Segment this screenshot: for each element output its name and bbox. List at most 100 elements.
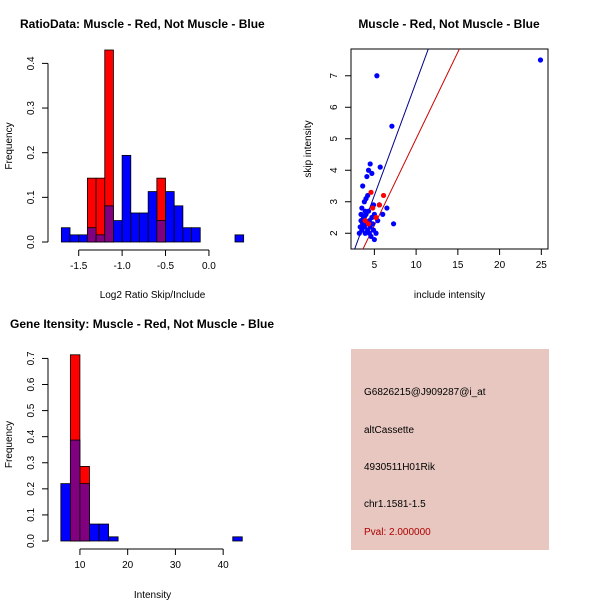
- ratio-hist-bar-not-muscle: [139, 212, 149, 243]
- intensity-scatter-title: Muscle - Red, Not Muscle - Blue: [358, 17, 540, 31]
- intensity-hist-bar-not-muscle: [79, 483, 90, 542]
- intensity-hist-ytick-label: 0.3: [26, 455, 37, 469]
- intensity-scatter-ylabel: skip intensity: [303, 120, 314, 177]
- intensity-scatter-point-muscle: [370, 205, 376, 211]
- ratio-hist-xtick-label: 0.0: [202, 261, 216, 272]
- intensity-scatter-ytick-label: 5: [329, 136, 340, 142]
- pval-label: Pval: 2.000000: [364, 527, 431, 538]
- intensity-hist-bar-not-muscle: [98, 523, 109, 542]
- intensity-scatter-point-not-muscle: [367, 161, 373, 167]
- intensity-scatter-xtick-label: 25: [536, 260, 548, 271]
- intensity-hist-ytick-label: 0.0: [26, 534, 37, 548]
- intensity-scatter-point-not-muscle: [359, 205, 365, 211]
- intensity-scatter-point-not-muscle: [384, 205, 390, 211]
- intensity-scatter-point-not-muscle: [537, 57, 544, 63]
- intensity-hist-xtick-label: 40: [218, 560, 230, 571]
- intensity-scatter-plot-box: [350, 48, 549, 250]
- intensity-hist-ytick-label: 0.4: [26, 429, 37, 443]
- event-type-label: altCassette: [364, 425, 415, 436]
- ratio-hist-ytick-label: 0.4: [26, 56, 37, 70]
- ratio-hist-bar-not-muscle: [173, 205, 184, 243]
- intensity-scatter-xtick-label: 5: [372, 260, 378, 271]
- intensity-scatter-point-muscle: [376, 202, 382, 208]
- ratio-hist-bar-not-muscle: [191, 227, 201, 243]
- ratio-hist-xlabel: Log2 Ratio Skip/Include: [100, 290, 206, 301]
- intensity-scatter-ytick-label: 2: [329, 230, 340, 236]
- ratio-hist-bar-not-muscle: [86, 227, 97, 243]
- intensity-hist-bar-not-muscle: [60, 483, 71, 542]
- ratio-hist-bar-not-muscle: [60, 227, 71, 243]
- intensity-hist-bar-not-muscle: [108, 536, 119, 542]
- intensity-hist-ytick-label: 0.6: [26, 377, 37, 391]
- ratio-hist-bar-not-muscle: [147, 191, 158, 243]
- ratio-hist-ytick-label: 0.1: [26, 190, 37, 204]
- intensity-scatter-point-not-muscle: [358, 211, 364, 217]
- intensity-scatter-point-not-muscle: [371, 236, 377, 243]
- intensity-scatter-xtick-label: 15: [452, 260, 464, 271]
- intensity-hist-xtick-label: 30: [170, 560, 182, 571]
- intensity-hist-bar-not-muscle: [69, 439, 81, 542]
- intensity-scatter-point-not-muscle: [366, 230, 372, 236]
- intensity-scatter-point-muscle: [373, 214, 379, 221]
- ratio-hist-xtick-label: -1.0: [113, 261, 131, 272]
- intensity-scatter-ytick-label: 4: [329, 167, 340, 173]
- intensity-scatter-point-muscle: [365, 221, 372, 227]
- ratio-hist-ytick-label: 0.3: [26, 101, 37, 115]
- ratio-hist-bar-not-muscle: [69, 234, 80, 243]
- intensity-hist-title: Gene Itensity: Muscle - Red, Not Muscle …: [10, 317, 274, 331]
- intensity-scatter-point-not-muscle: [374, 73, 380, 79]
- intensity-scatter-ytick-label: 7: [329, 73, 340, 79]
- intensity-hist-ytick-label: 0.2: [26, 481, 37, 495]
- intensity-scatter-point-muscle: [362, 218, 368, 224]
- intensity-hist-ytick-label: 0.7: [26, 351, 37, 365]
- intensity-scatter-point-not-muscle: [369, 170, 375, 177]
- ratio-hist-bar-not-muscle: [113, 220, 123, 243]
- intensity-hist-xtick-label: 20: [122, 560, 134, 571]
- intensity-scatter-fit-line: [354, 49, 429, 249]
- intensity-scatter-point-not-muscle: [362, 208, 368, 214]
- intensity-scatter-point-not-muscle: [360, 183, 366, 189]
- gene-name-label: 4930511H01Rik: [364, 462, 435, 473]
- ratio-hist-title: RatioData: Muscle - Red, Not Muscle - Bl…: [20, 17, 265, 31]
- probe-id-label: G6826215@J909287@i_at: [364, 387, 486, 398]
- intensity-scatter-ytick-label: 6: [329, 104, 340, 110]
- intensity-scatter-point-not-muscle: [373, 230, 379, 236]
- intensity-scatter-point-muscle: [380, 192, 387, 199]
- intensity-scatter-point-not-muscle: [370, 221, 376, 227]
- ratio-hist-bar-not-muscle: [156, 220, 166, 243]
- intensity-scatter-fit-line: [362, 49, 460, 249]
- intensity-scatter-point-not-muscle: [377, 164, 383, 170]
- intensity-scatter-point-muscle: [368, 189, 374, 195]
- ratio-hist-ytick-label: 0.0: [26, 235, 37, 249]
- location-label: chr1.1581-1.5: [364, 499, 426, 510]
- gene-info-box: G6826215@J909287@i_at altCassette 493051…: [351, 349, 549, 550]
- ratio-hist-xtick-label: -0.5: [157, 261, 175, 272]
- intensity-scatter-point-not-muscle: [390, 221, 397, 227]
- intensity-scatter-xlabel: include intensity: [414, 290, 485, 301]
- intensity-hist-bar-not-muscle: [232, 536, 243, 542]
- intensity-hist-xlabel: Intensity: [134, 590, 171, 600]
- ratio-hist-bar-not-muscle: [78, 234, 88, 243]
- ratio-hist-ylabel: Frequency: [4, 122, 15, 169]
- intensity-scatter-point-not-muscle: [380, 211, 386, 217]
- ratio-hist-xtick-label: -1.5: [70, 261, 88, 272]
- intensity-scatter-point-not-muscle: [365, 192, 371, 199]
- intensity-hist-bar-not-muscle: [89, 523, 100, 542]
- ratio-hist-bar-not-muscle: [95, 234, 106, 243]
- intensity-scatter-point-not-muscle: [364, 173, 370, 180]
- intensity-scatter-xtick-label: 20: [494, 260, 506, 271]
- intensity-hist-ytick-label: 0.5: [26, 403, 37, 417]
- ratio-hist-bar-not-muscle: [121, 154, 132, 243]
- intensity-scatter-point-not-muscle: [365, 167, 372, 173]
- intensity-scatter-xtick-label: 10: [411, 260, 423, 271]
- intensity-hist-ylabel: Frequency: [4, 421, 15, 468]
- intensity-hist-ytick-label: 0.1: [26, 508, 37, 522]
- intensity-scatter-ytick-label: 3: [329, 199, 340, 205]
- ratio-hist-bar-not-muscle: [234, 234, 245, 243]
- ratio-hist-bar-not-muscle: [182, 227, 192, 243]
- intensity-scatter-point-not-muscle: [389, 123, 395, 129]
- ratio-hist-bar-not-muscle: [104, 205, 114, 243]
- ratio-hist-bar-not-muscle: [165, 191, 175, 243]
- ratio-hist-bar-muscle: [95, 177, 106, 243]
